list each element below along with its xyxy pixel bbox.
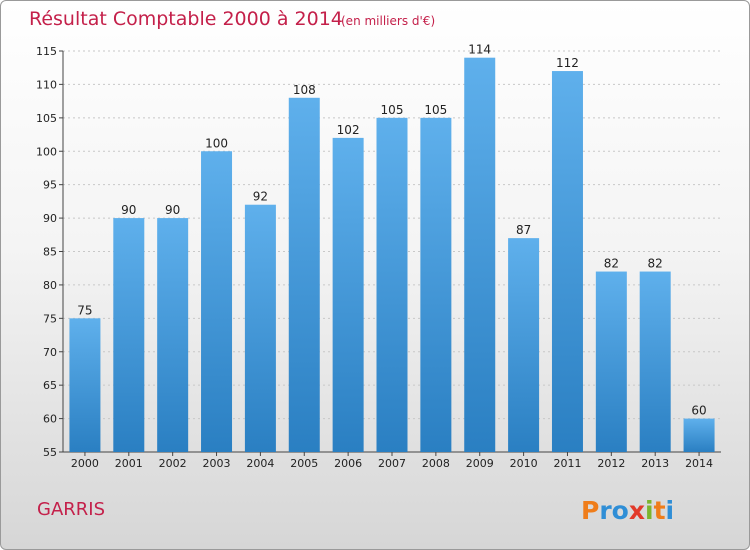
y-tick-label: 70 (43, 346, 57, 359)
bar (464, 57, 496, 452)
y-tick-label: 105 (36, 112, 57, 125)
data-label: 105 (381, 103, 404, 117)
bar (244, 204, 276, 452)
bar (420, 117, 452, 452)
x-tick-label: 2005 (290, 457, 318, 470)
bar (551, 71, 583, 453)
y-tick-label: 75 (43, 312, 57, 325)
x-tick-label: 2007 (378, 457, 406, 470)
y-tick-label: 100 (36, 145, 57, 158)
bars (69, 57, 715, 453)
data-label: 102 (337, 123, 360, 137)
bar (69, 318, 101, 452)
x-tick-label: 2013 (641, 457, 669, 470)
x-tick-label: 2014 (685, 457, 713, 470)
logo-letter: r (599, 496, 612, 525)
data-label: 92 (253, 190, 268, 204)
data-label: 75 (77, 303, 92, 317)
y-tick-label: 55 (43, 446, 57, 459)
bar (683, 418, 715, 452)
bar (157, 218, 189, 452)
x-tick-label: 2011 (553, 457, 581, 470)
x-tick-label: 2006 (334, 457, 362, 470)
data-label: 105 (424, 103, 447, 117)
bar (201, 151, 233, 452)
x-tick-label: 2004 (246, 457, 274, 470)
bar (376, 117, 408, 452)
data-label: 90 (165, 203, 180, 217)
x-tick-label: 2009 (466, 457, 494, 470)
logo-letter: x (629, 496, 645, 525)
data-label: 60 (691, 404, 706, 418)
x-tick-label: 2012 (597, 457, 625, 470)
y-tick-label: 60 (43, 413, 57, 426)
bar (113, 218, 145, 452)
proxiti-logo-text: Proxiti (581, 496, 674, 525)
y-tick-label: 80 (43, 279, 57, 292)
y-tick-label: 65 (43, 379, 57, 392)
bar (639, 271, 671, 452)
y-tick-label: 110 (36, 78, 57, 91)
labels: 55 60 65 70 75 80 85 90 95 100 105 110 115 75 2000 90 20… (36, 43, 713, 470)
logo-letter: i (645, 496, 654, 525)
y-tick-label: 85 (43, 246, 57, 259)
data-label: 90 (121, 203, 136, 217)
data-label: 108 (293, 83, 316, 97)
data-label: 82 (648, 257, 663, 271)
bar (595, 271, 627, 452)
x-tick-label: 2002 (159, 457, 187, 470)
data-label: 82 (604, 257, 619, 271)
y-tick-label: 95 (43, 179, 57, 192)
data-label: 114 (468, 43, 491, 57)
chart-title: Résultat Comptable 2000 à 2014 (29, 8, 343, 30)
logo-letter: i (666, 496, 675, 525)
data-label: 100 (205, 136, 228, 150)
y-tick-label: 115 (36, 45, 57, 58)
y-tick-label: 90 (43, 212, 57, 225)
x-tick-label: 2010 (510, 457, 538, 470)
bar (508, 238, 540, 452)
proxiti-logo: Proxiti (581, 496, 674, 525)
logo-letter: t (654, 496, 666, 525)
place-name: GARRIS (37, 499, 105, 520)
logo-letter: o (612, 496, 629, 525)
x-tick-label: 2001 (115, 457, 143, 470)
bar (288, 97, 320, 453)
data-label: 87 (516, 223, 531, 237)
chart-subtitle: (en milliers d'€) (341, 14, 435, 28)
x-tick-label: 2003 (203, 457, 231, 470)
x-tick-label: 2008 (422, 457, 450, 470)
data-label: 112 (556, 56, 579, 70)
bar (332, 137, 364, 452)
x-tick-label: 2000 (71, 457, 99, 470)
logo-letter: P (581, 496, 599, 525)
